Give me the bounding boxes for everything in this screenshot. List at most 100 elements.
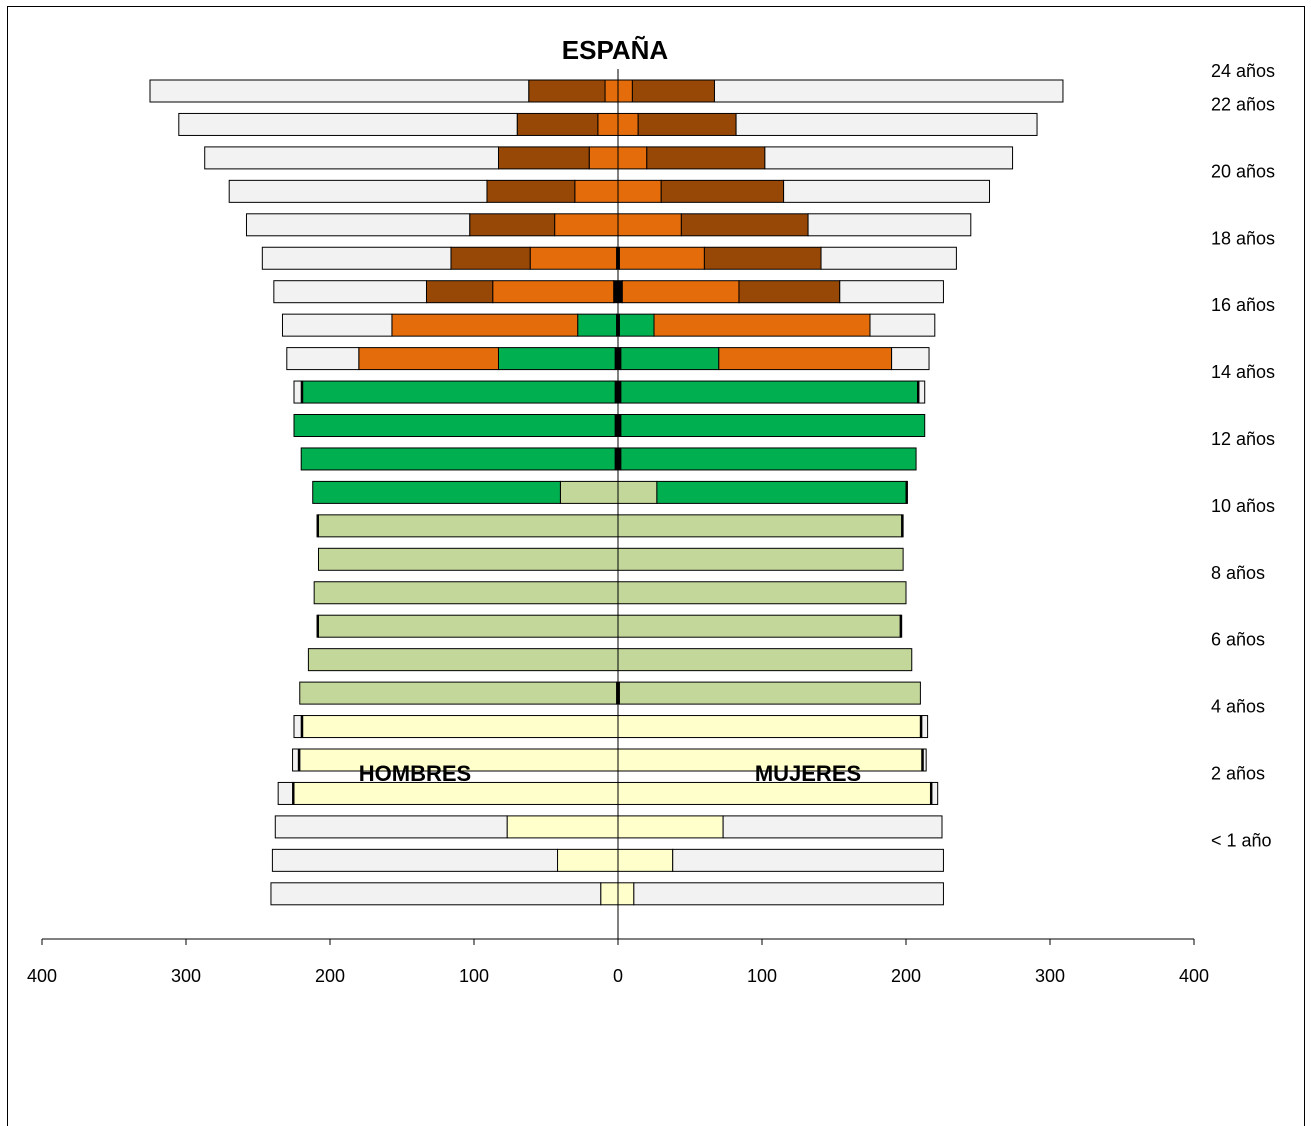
bar-men-age-18-segment-0: [613, 280, 619, 304]
age-label-15: 14 años: [1211, 362, 1275, 382]
age-label-23: 22 años: [1211, 94, 1275, 114]
age-label-24: 24 años: [1211, 61, 1275, 81]
bar-men-age-12-segment-1: [312, 480, 561, 504]
x-tick-label: 300: [171, 966, 201, 986]
bar-women-age-9-segment-0: [617, 581, 907, 605]
bar-men-age-23-segment-0: [597, 112, 619, 136]
x-tick-label: 100: [459, 966, 489, 986]
bar-women-age-23-segment-2: [735, 112, 1038, 136]
bar-men-age-5-segment-0: [302, 715, 619, 739]
age-label-13: 12 años: [1211, 429, 1275, 449]
bar-women-age-16-segment-1: [620, 347, 720, 371]
bar-women-age-5-segment-2: [921, 715, 929, 739]
bar-men-age-12-segment-0: [559, 480, 619, 504]
bar-women-age-22-segment-0: [617, 146, 648, 170]
age-labels: < 1 año 2 años 4 años 6 años 8 años 10 años 12…: [1211, 61, 1275, 850]
bar-women-age-18-segment-2: [738, 280, 841, 304]
x-tick-label: 400: [27, 966, 57, 986]
bar-men-age-24-segment-1: [528, 79, 606, 103]
bar-men-age-11-segment-0: [317, 514, 619, 538]
bar-men-age-17-segment-3: [281, 313, 393, 337]
bar-women-age-17-segment-1: [618, 313, 655, 337]
bar-men-age-16-segment-3: [286, 347, 360, 371]
bar-women-age-17-segment-2: [653, 313, 871, 337]
age-label-3: 2 años: [1211, 763, 1265, 783]
bar-men-age-18-segment-2: [425, 280, 494, 304]
population-pyramid-chart: 400 300 200 100 0 100 200 300 400 < 1 año 2 años 4…: [27, 35, 1275, 986]
bar-women-age-5-segment-0: [617, 715, 921, 739]
bar-men-age-20-segment-1: [469, 213, 556, 237]
bar-women-age-21-segment-2: [783, 179, 991, 203]
bar-men-age-5-segment-2: [293, 715, 302, 739]
bar-men-age-18-segment-3: [273, 280, 427, 304]
bar-men-age-16-segment-1: [497, 347, 616, 371]
bar-women-age-16-segment-2: [718, 347, 893, 371]
bar-women-age-18-segment-3: [839, 280, 944, 304]
bar-men-age-22-segment-0: [588, 146, 619, 170]
bar-women-age-12-segment-0: [617, 480, 658, 504]
bar-women-age-21-segment-0: [617, 179, 662, 203]
bar-women-age-19-segment-2: [703, 246, 822, 270]
age-label-11: 10 años: [1211, 496, 1275, 516]
bar-women-age-15-segment-1: [620, 380, 919, 404]
bar-women-age-11-segment-0: [617, 514, 903, 538]
x-tick-label: 200: [315, 966, 345, 986]
bar-women-age-0-segment-1: [633, 882, 944, 906]
bar-men-age-19-segment-2: [450, 246, 531, 270]
bar-men-age-6-segment-1: [299, 681, 618, 705]
bar-women-age-15-segment-3: [918, 380, 926, 404]
bar-men-age-23-segment-2: [178, 112, 518, 136]
bar-men-age-22-segment-1: [497, 146, 590, 170]
x-tick-label: 100: [747, 966, 777, 986]
bar-men-age-1-segment-0: [557, 848, 619, 872]
bar-men-age-3-segment-2: [277, 781, 294, 805]
bar-women-age-8-segment-0: [617, 614, 901, 638]
bar-women-age-22-segment-1: [646, 146, 766, 170]
bar-women-age-19-segment-1: [618, 246, 705, 270]
bar-women-age-3-segment-2: [931, 781, 939, 805]
bar-men-age-7-segment-0: [307, 648, 619, 672]
bar-men-age-14-segment-1: [293, 414, 616, 437]
bar-women-age-24-segment-0: [617, 79, 633, 103]
bar-men-age-24-segment-0: [604, 79, 619, 103]
bar-women-age-20-segment-1: [680, 213, 809, 237]
bar-women-age-2-segment-1: [722, 815, 943, 839]
bar-women-age-12-segment-2: [905, 480, 908, 504]
bar-women-age-0-segment-0: [617, 882, 635, 906]
bar-men-age-19-segment-1: [529, 246, 618, 270]
bar-women-age-16-segment-3: [891, 347, 930, 371]
bar-men-age-15-segment-3: [293, 380, 302, 404]
bar-men-age-21-segment-1: [486, 179, 576, 203]
women-label: MUJERES: [755, 761, 861, 786]
bar-men-age-20-segment-2: [245, 213, 471, 237]
bar-women-age-7-segment-0: [617, 648, 913, 672]
chart-title: ESPAÑA: [562, 35, 669, 65]
x-tick-label: 0: [613, 966, 623, 986]
bar-men-age-20-segment-0: [554, 213, 619, 237]
bar-men-age-11-segment-1: [316, 514, 319, 538]
age-label-19: 18 años: [1211, 228, 1275, 248]
bar-men-age-21-segment-2: [228, 179, 488, 203]
x-tick-label: 400: [1179, 966, 1209, 986]
bar-women-age-8-segment-1: [899, 614, 903, 638]
bar-women-age-1-segment-0: [617, 848, 674, 872]
bar-women-age-14-segment-1: [620, 414, 926, 437]
bar-men-age-0-segment-1: [270, 882, 602, 906]
bar-women-age-10-segment-0: [617, 547, 904, 571]
bar-women-age-20-segment-0: [617, 213, 682, 237]
bar-women-age-2-segment-0: [617, 815, 724, 839]
age-label-9: 8 años: [1211, 563, 1265, 583]
chart-frame: 400 300 200 100 0 100 200 300 400 < 1 año 2 años 4…: [7, 6, 1305, 1126]
bar-women-age-13-segment-1: [620, 447, 917, 471]
bar-men-age-1-segment-1: [271, 848, 559, 872]
bar-men-age-17-segment-2: [391, 313, 579, 337]
x-axis-ticks: 400 300 200 100 0 100 200 300 400: [27, 939, 1209, 986]
bar-men-age-16-segment-2: [358, 347, 499, 371]
bar-men-age-13-segment-1: [300, 447, 616, 471]
bar-men-age-18-segment-1: [492, 280, 615, 304]
bar-men-age-2-segment-1: [274, 815, 508, 839]
men-label: HOMBRES: [359, 761, 471, 786]
bar-women-age-12-segment-1: [656, 480, 907, 504]
bar-men-age-17-segment-1: [577, 313, 618, 337]
bar-women-age-1-segment-1: [672, 848, 944, 872]
